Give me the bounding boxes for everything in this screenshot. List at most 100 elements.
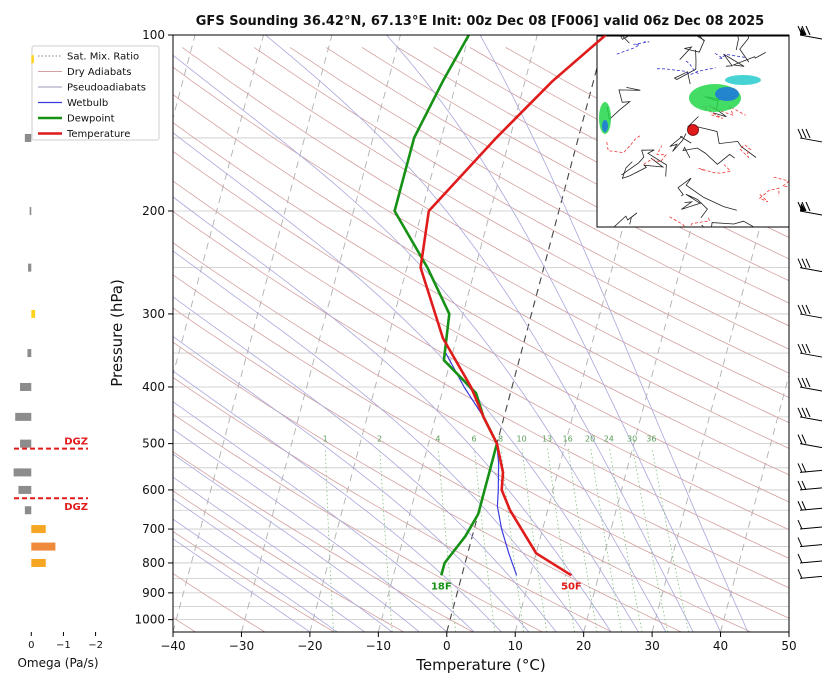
inset-map-border xyxy=(677,177,737,211)
wind-barb-flag xyxy=(805,407,811,418)
series-temperature-line xyxy=(419,35,607,577)
x-tick-label: 20 xyxy=(576,639,591,653)
mixing-ratio-label: 20 xyxy=(585,435,595,444)
sounding-series xyxy=(393,35,607,577)
inset-map-thickness-contour xyxy=(698,164,732,174)
inset-map-thickness-contour xyxy=(758,187,780,203)
dry-adiabat xyxy=(173,150,789,503)
isotherm xyxy=(241,35,401,632)
wind-barb xyxy=(797,377,823,392)
dry-adiabat xyxy=(173,210,789,559)
y-tick-label: 200 xyxy=(142,204,165,218)
mixing-ratio-label: 10 xyxy=(517,435,527,444)
wind-barb xyxy=(797,480,823,491)
inset-map-border xyxy=(621,157,665,180)
wind-barb xyxy=(797,128,823,143)
wind-barb-flag xyxy=(801,463,807,473)
omega-panel: 0 −1 −2 DGZ DGZ xyxy=(13,55,103,651)
background-lines xyxy=(173,35,789,632)
mixing-ratio-label: 13 xyxy=(542,435,552,444)
omega-bar xyxy=(20,439,32,448)
wind-barb xyxy=(797,537,823,548)
wind-barb-flag xyxy=(805,201,811,212)
mixing-ratio-label: 2 xyxy=(377,435,382,444)
wind-barb xyxy=(797,434,823,449)
mixing-ratio-labels: 1 2 4 6 8 10 13 16 20 24 30 36 xyxy=(323,435,657,444)
inset-map-thickness-contour xyxy=(606,134,642,154)
wind-barb-staff xyxy=(799,544,823,548)
legend-entry: Temperature xyxy=(66,129,130,140)
y-tick-label: 500 xyxy=(142,437,165,451)
omega-bar xyxy=(31,309,36,318)
legend-entry: Dewpoint xyxy=(67,114,115,125)
y-tick-label: 1000 xyxy=(134,613,165,627)
wind-barb-staff xyxy=(799,386,823,392)
wind-barb-staff xyxy=(799,210,823,216)
mixing-ratio-label: 8 xyxy=(498,435,503,444)
axes: −40 −30 −20 −10 0 10 20 30 40 50 100 200 300 400 500 60… xyxy=(134,28,796,653)
omega-tick-label: 0 xyxy=(28,640,34,651)
inset-map-border xyxy=(621,149,667,177)
y-tick-label: 700 xyxy=(142,522,165,536)
mixing-ratio-line xyxy=(547,448,575,632)
dry-adiabat xyxy=(173,94,789,449)
surface-dewpoint-label: 18F xyxy=(431,581,452,592)
surface-labels: 18F 50F xyxy=(431,581,582,592)
wind-barb-flag xyxy=(801,25,807,36)
wind-barb-flag xyxy=(801,480,807,491)
inset-map-precip-core xyxy=(715,87,739,101)
wind-barb-flag xyxy=(797,519,803,530)
wind-barb-flag xyxy=(805,25,811,36)
mixing-ratio-line xyxy=(590,448,622,632)
wind-barb-staff xyxy=(799,313,823,319)
omega-bar xyxy=(31,525,46,534)
wind-barb-flag xyxy=(805,258,811,268)
legend-entry: Wetbulb xyxy=(67,98,108,109)
dry-adiabat xyxy=(173,242,789,589)
isotherm xyxy=(173,35,333,632)
wind-barb-staff xyxy=(799,137,823,143)
omega-bar xyxy=(27,349,32,358)
dry-adiabat xyxy=(217,47,789,374)
omega-bar xyxy=(20,382,32,391)
inset-map-border xyxy=(606,87,641,120)
omega-bar xyxy=(29,206,32,215)
wind-barb xyxy=(797,463,823,473)
wind-barb-flag xyxy=(805,377,811,388)
omega-bar xyxy=(31,55,34,64)
pseudoadiabat xyxy=(173,453,420,632)
pseudoadiabat xyxy=(173,428,448,632)
y-tick-label: 600 xyxy=(142,483,165,497)
wind-barb-flag xyxy=(797,128,803,139)
wind-barb-flag xyxy=(797,258,803,268)
mixing-ratio-line xyxy=(567,448,598,632)
wind-barb-pennant xyxy=(800,202,806,211)
x-tick-label: −40 xyxy=(160,639,185,653)
wind-barb-staff xyxy=(799,352,823,358)
mixing-ratio-label: 36 xyxy=(646,435,656,444)
dgz-label: DGZ xyxy=(64,437,88,448)
wind-barb-flag xyxy=(801,304,807,315)
legend-entry: Pseudoadiabats xyxy=(67,83,146,94)
dry-adiabat xyxy=(173,180,789,531)
wind-barb-flag xyxy=(805,343,811,354)
inset-map-border xyxy=(681,193,708,218)
pseudoadiabat xyxy=(173,401,475,632)
y-tick-label: 400 xyxy=(142,380,165,394)
y-axis-label: Pressure (hPa) xyxy=(108,279,126,387)
pseudoadiabat xyxy=(173,476,393,632)
wind-barb-staff xyxy=(799,487,823,491)
wind-barb-flag xyxy=(797,553,803,564)
wind-barb xyxy=(797,201,823,216)
inset-map-cold-contour xyxy=(714,52,745,61)
omega-bar xyxy=(31,558,46,567)
dry-adiabat xyxy=(173,413,543,632)
isotherm xyxy=(446,35,607,632)
chart-title: GFS Sounding 36.42°N, 67.13°E Init: 00z … xyxy=(196,14,764,29)
dry-adiabat xyxy=(173,377,612,632)
mixing-ratio-label: 6 xyxy=(471,435,476,444)
dry-adiabat xyxy=(173,531,335,632)
legend-entry: Sat. Mix. Ratio xyxy=(67,52,139,63)
legend-entry: Dry Adiabats xyxy=(67,67,131,78)
